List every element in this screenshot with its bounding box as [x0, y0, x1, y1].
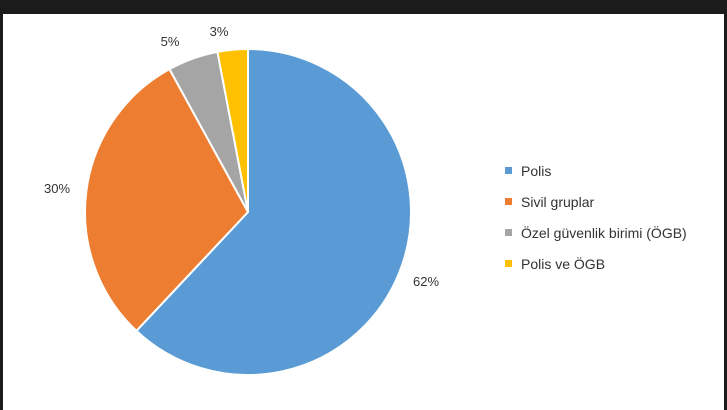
data-label-polis-ve-ogb: 3%: [210, 24, 229, 39]
legend-label: Özel güvenlik birimi (ÖGB): [521, 224, 687, 241]
data-label-polis: 62%: [413, 274, 439, 289]
legend: Polis Sivil gruplar Özel güvenlik birimi…: [505, 159, 687, 283]
pie-slice-polis: [135, 47, 412, 376]
legend-swatch: [505, 260, 512, 267]
legend-item-polis: Polis: [505, 159, 687, 182]
legend-item-sivil-gruplar: Sivil gruplar: [505, 190, 687, 213]
data-label-ozel-guvenlik: 5%: [161, 34, 180, 49]
legend-label: Sivil gruplar: [521, 193, 595, 210]
legend-swatch: [505, 229, 512, 236]
legend-item-ozel-guvenlik: Özel güvenlik birimi (ÖGB): [505, 221, 687, 244]
legend-item-polis-ve-ogb: Polis ve ÖGB: [505, 252, 687, 275]
pie-slice-polis-ve-ogb: [216, 47, 249, 213]
pie-slice-sivil-gruplar: [84, 67, 250, 333]
legend-label: Polis: [521, 162, 552, 179]
legend-swatch: [505, 198, 512, 205]
legend-label: Polis ve ÖGB: [521, 255, 606, 272]
data-label-sivil-gruplar: 30%: [44, 181, 70, 196]
legend-swatch: [505, 167, 512, 174]
